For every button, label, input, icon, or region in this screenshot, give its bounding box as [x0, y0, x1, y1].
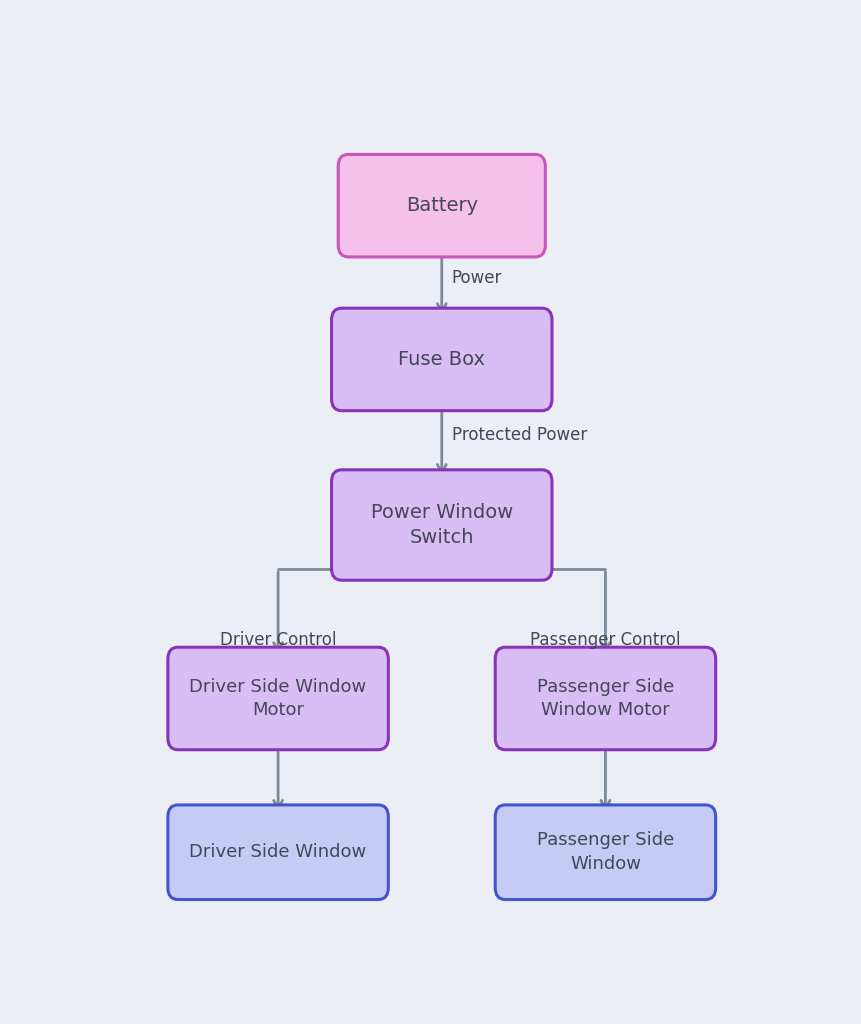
- FancyBboxPatch shape: [331, 470, 551, 581]
- Text: Power: Power: [451, 269, 502, 287]
- Text: Passenger Control: Passenger Control: [530, 632, 680, 649]
- Text: Protected Power: Protected Power: [451, 426, 586, 444]
- Text: Battery: Battery: [406, 197, 477, 215]
- Text: Driver Control: Driver Control: [220, 632, 336, 649]
- Text: Driver Side Window
Motor: Driver Side Window Motor: [189, 678, 366, 719]
- FancyBboxPatch shape: [168, 647, 387, 750]
- Text: Power Window
Switch: Power Window Switch: [370, 503, 512, 547]
- FancyBboxPatch shape: [494, 647, 715, 750]
- FancyBboxPatch shape: [338, 155, 545, 257]
- Text: Fuse Box: Fuse Box: [398, 350, 485, 369]
- Text: Passenger Side
Window Motor: Passenger Side Window Motor: [536, 678, 673, 719]
- Text: Passenger Side
Window: Passenger Side Window: [536, 831, 673, 873]
- FancyBboxPatch shape: [168, 805, 387, 899]
- FancyBboxPatch shape: [494, 805, 715, 899]
- Text: Driver Side Window: Driver Side Window: [189, 843, 366, 861]
- FancyBboxPatch shape: [331, 308, 551, 411]
